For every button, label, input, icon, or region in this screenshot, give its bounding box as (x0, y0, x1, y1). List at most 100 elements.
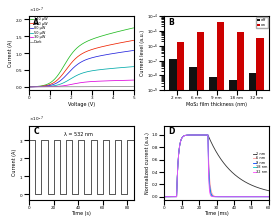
Dark (78, 85, 81, 88)
100 μW (113, 43, 116, 45)
Dark (27, 85, 31, 88)
9 nm (163, 195, 166, 198)
100 μW (84, 51, 87, 53)
50 μW (78, 73, 81, 75)
32 nm (210, 195, 213, 198)
18 nm (267, 195, 270, 198)
100 μW (89, 48, 93, 51)
Dark (129, 85, 133, 88)
32 nm (188, 134, 191, 136)
140 μW (89, 38, 93, 41)
Bar (197, 32, 204, 222)
Line: 80 μW: 80 μW (29, 50, 134, 87)
80 μW (78, 62, 81, 64)
Text: D: D (169, 127, 175, 136)
80 μW (27, 85, 31, 88)
50 μW (132, 65, 135, 68)
30 μW (27, 85, 31, 88)
18 nm (266, 195, 270, 198)
140 μW (129, 27, 133, 30)
140 μW (77, 45, 80, 48)
140 μW (84, 41, 87, 43)
18 nm (202, 134, 206, 136)
Line: 30 μW: 30 μW (29, 80, 134, 87)
Y-axis label: Normalized current (a.u.): Normalized current (a.u.) (145, 132, 150, 194)
Line: 18 nm: 18 nm (165, 135, 269, 197)
140 μW (113, 31, 116, 34)
6 nm (188, 134, 191, 136)
30 μW (77, 82, 80, 84)
9 nm (206, 134, 210, 136)
X-axis label: Time (s): Time (s) (71, 211, 91, 216)
Legend: off, on: off, on (256, 17, 268, 28)
X-axis label: Voltage (V): Voltage (V) (68, 102, 95, 107)
32 nm (188, 134, 191, 136)
100 μW (132, 39, 135, 42)
Dark (84, 85, 87, 88)
Text: A: A (33, 18, 39, 27)
100 μW (77, 55, 80, 57)
140 μW (78, 45, 81, 47)
Line: 100 μW: 100 μW (29, 40, 134, 87)
18 nm (163, 195, 166, 198)
2 nm (267, 189, 270, 192)
30 μW (89, 80, 93, 83)
32 nm (267, 195, 270, 198)
100 μW (129, 40, 133, 42)
9 nm (202, 134, 206, 136)
18 nm (210, 194, 213, 197)
50 μW (129, 65, 133, 68)
Dark (113, 85, 116, 88)
18 nm (187, 134, 190, 136)
32 nm (266, 195, 270, 198)
6 nm (267, 195, 270, 198)
2 nm (188, 134, 191, 136)
Line: 140 μW: 140 μW (29, 28, 134, 87)
6 nm (206, 134, 210, 136)
80 μW (113, 52, 116, 55)
80 μW (132, 49, 135, 52)
Line: 9 nm: 9 nm (165, 135, 269, 197)
Bar (209, 77, 217, 222)
Bar (177, 42, 184, 222)
Text: C: C (33, 127, 39, 136)
Line: 50 μW: 50 μW (29, 67, 134, 87)
32 nm (202, 134, 206, 136)
Legend: 2 nm, 6 nm, 9 nm, 18 nm, 32 nm: 2 nm, 6 nm, 9 nm, 18 nm, 32 nm (253, 151, 268, 174)
Dark (132, 85, 135, 88)
18 nm (188, 134, 191, 136)
Bar (229, 80, 237, 222)
Line: 2 nm: 2 nm (165, 135, 269, 197)
32 nm (206, 134, 210, 136)
2 nm (210, 141, 213, 144)
Dark (89, 85, 93, 88)
50 μW (89, 69, 93, 72)
6 nm (210, 190, 213, 192)
18 nm (188, 134, 191, 136)
6 nm (187, 134, 190, 136)
Bar (217, 22, 224, 222)
9 nm (267, 195, 270, 198)
X-axis label: Time (ms): Time (ms) (204, 211, 229, 216)
140 μW (132, 27, 135, 29)
9 nm (210, 193, 213, 195)
Y-axis label: Current (A): Current (A) (8, 40, 13, 67)
80 μW (129, 50, 133, 52)
9 nm (188, 134, 191, 136)
X-axis label: MoS₂ film thickness (nm): MoS₂ film thickness (nm) (186, 102, 247, 107)
30 μW (78, 81, 81, 84)
Text: B: B (169, 18, 174, 27)
32 nm (163, 195, 166, 198)
Legend: 140 μW, 100 μW, 80 μW, 50 μW, 30 μW, Dark: 140 μW, 100 μW, 80 μW, 50 μW, 30 μW, Dar… (30, 17, 48, 44)
100 μW (78, 54, 81, 57)
Y-axis label: Current level (a.u.): Current level (a.u.) (140, 30, 145, 76)
80 μW (77, 62, 80, 65)
2 nm (163, 195, 166, 198)
2 nm (187, 134, 190, 136)
80 μW (89, 57, 93, 59)
2 nm (188, 134, 191, 136)
Bar (189, 67, 197, 222)
80 μW (84, 59, 87, 61)
Bar (237, 32, 244, 222)
9 nm (188, 134, 191, 136)
